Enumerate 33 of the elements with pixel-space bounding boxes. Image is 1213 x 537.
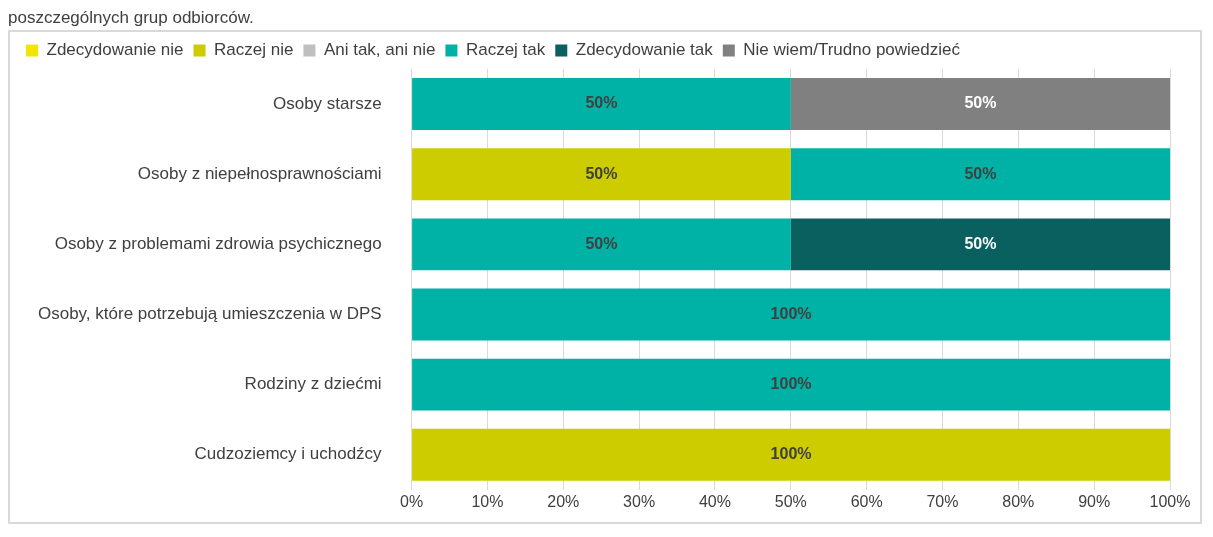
x-tick-label: 70% (926, 492, 959, 510)
y-tick-label: Cudzoziemcy i uchodźcy (194, 444, 383, 464)
x-tick-label: 20% (547, 492, 580, 510)
legend-label: Raczej nie (214, 40, 294, 60)
data-label: 100% (770, 375, 812, 393)
x-tick-label: 80% (1002, 492, 1035, 510)
data-label: 100% (770, 304, 812, 322)
y-tick-label: Osoby z niepełnosprawnościami (137, 163, 382, 183)
legend-label: Raczej tak (465, 40, 546, 60)
data-label: 50% (585, 234, 618, 252)
data-label: 50% (964, 234, 997, 252)
y-tick-label: Osoby, które potrzebują umieszczenia w DPS (37, 304, 382, 324)
x-tick-label: 40% (698, 492, 731, 510)
data-label: 50% (585, 94, 618, 112)
data-label: 50% (964, 94, 997, 112)
data-label: 100% (770, 445, 812, 463)
y-tick-label: Osoby starsze (272, 93, 382, 113)
y-tick-label: Rodziny z dziećmi (244, 374, 382, 394)
x-tick-label: 60% (850, 492, 883, 510)
y-tick-label: Osoby z problemami zdrowia psychicznego (54, 234, 382, 254)
x-tick-label: 100% (1149, 492, 1191, 510)
x-tick-label: 50% (774, 492, 807, 510)
legend-label: Ani tak, ani nie (323, 40, 436, 60)
data-label: 50% (585, 164, 618, 182)
legend-label: Zdecydowanie tak (575, 40, 714, 60)
x-tick-label: 90% (1078, 492, 1111, 510)
x-tick-label: 30% (623, 492, 656, 510)
x-tick-label: 0% (400, 492, 424, 510)
legend-label: Zdecydowanie nie (46, 40, 184, 60)
x-tick-label: 10% (471, 492, 504, 510)
text: poszczególnych grup odbiorców. (8, 8, 255, 28)
legend-label: Nie wiem/Trudno powiedzieć (743, 40, 961, 60)
data-label: 50% (964, 164, 997, 182)
